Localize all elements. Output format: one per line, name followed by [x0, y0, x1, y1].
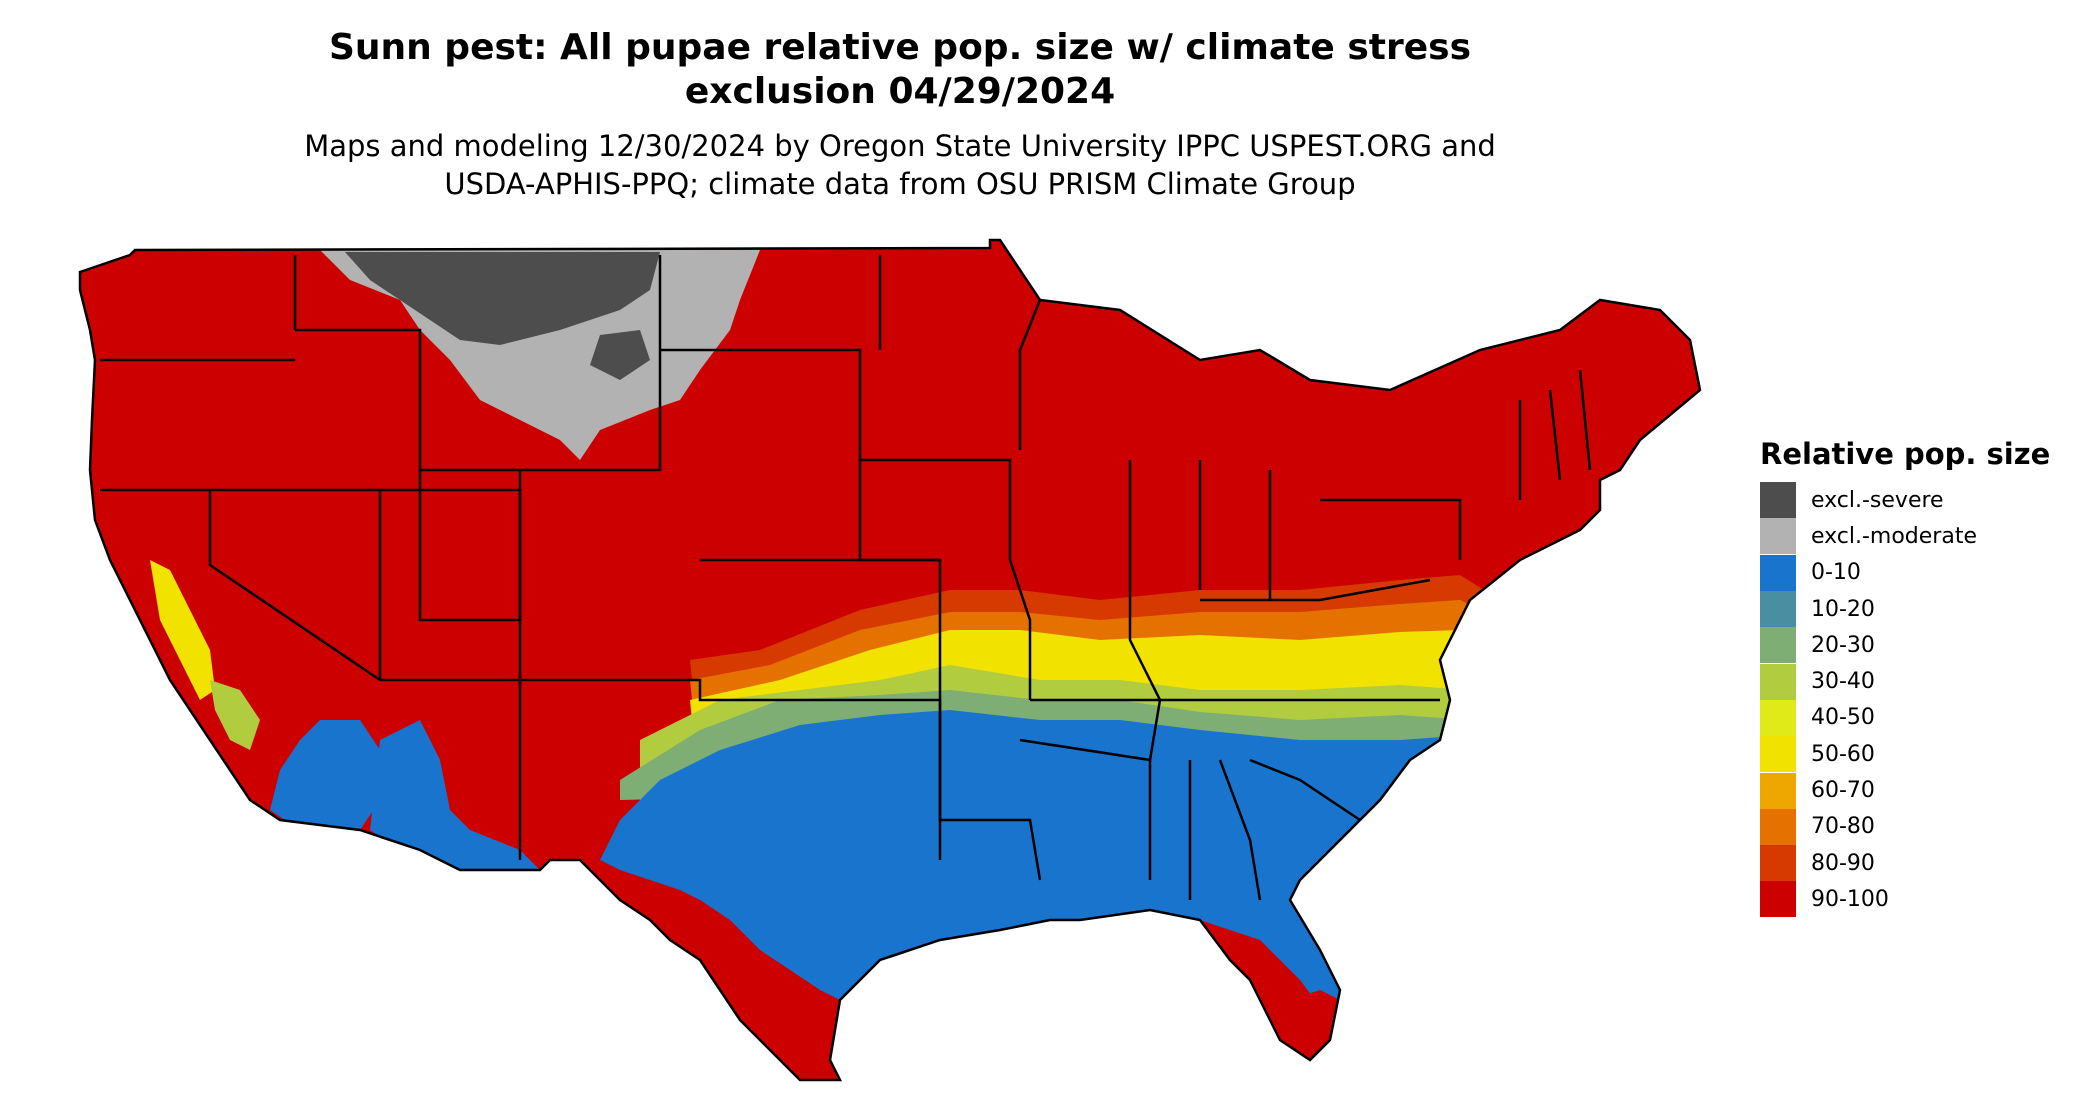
legend-item: 80-90 — [1760, 845, 2080, 882]
legend-title: Relative pop. size — [1760, 437, 2051, 471]
legend-item: 90-100 — [1760, 881, 2080, 918]
legend-item: 10-20 — [1760, 591, 2080, 628]
map-subtitle-line1: Maps and modeling 12/30/2024 by Oregon S… — [304, 129, 1496, 163]
legend-item: 50-60 — [1760, 736, 2080, 773]
map-title-line1: Sunn pest: All pupae relative pop. size … — [328, 27, 1472, 68]
legend-swatch — [1760, 881, 1796, 918]
legend-item: 30-40 — [1760, 663, 2080, 700]
legend-label: 90-100 — [1811, 886, 1889, 912]
legend-label: excl.-moderate — [1811, 523, 1977, 549]
zone-excl-severe — [345, 252, 660, 345]
zone-excl-severe-patch — [590, 330, 650, 380]
legend-label: 70-80 — [1811, 814, 1875, 840]
legend-swatch — [1760, 627, 1796, 664]
legend-label: 0-10 — [1811, 560, 1861, 586]
legend-label: 40-50 — [1811, 705, 1875, 731]
legend-item: 40-50 — [1760, 699, 2080, 736]
zone-ca-yellow — [150, 560, 215, 700]
legend-swatch — [1760, 736, 1796, 773]
legend-label: 10-20 — [1811, 596, 1875, 622]
legend-swatch — [1760, 808, 1796, 845]
zone-0-10 — [600, 710, 1500, 1020]
legend-item: 0-10 — [1760, 554, 2080, 591]
legend: Relative pop. size excl.-severe excl.-mod… — [1760, 436, 2080, 918]
legend-item: excl.-moderate — [1760, 518, 2080, 555]
zone-0-10-southwest — [370, 720, 540, 870]
legend-swatch — [1760, 482, 1796, 519]
legend-item: excl.-severe — [1760, 482, 2080, 519]
legend-item: 60-70 — [1760, 772, 2080, 809]
legend-swatch — [1760, 663, 1796, 700]
legend-item: 70-80 — [1760, 808, 2080, 845]
legend-label: excl.-severe — [1811, 487, 1944, 513]
legend-swatch — [1760, 772, 1796, 809]
legend-label: 30-40 — [1811, 669, 1875, 695]
legend-label: 80-90 — [1811, 850, 1875, 876]
zone-0-10-sw — [270, 720, 380, 830]
legend-swatch — [1760, 591, 1796, 628]
legend-label: 50-60 — [1811, 741, 1875, 767]
legend-items: excl.-severe excl.-moderate 0-10 10-20 20-30… — [1760, 482, 2080, 918]
legend-swatch — [1760, 845, 1796, 882]
legend-swatch — [1760, 554, 1796, 591]
us-map — [78, 238, 1702, 1082]
map-subtitle-line2: USDA-APHIS-PPQ; climate data from OSU PR… — [444, 167, 1356, 201]
zone-ca-green — [210, 680, 260, 750]
state-borders — [78, 238, 1702, 1082]
legend-label: 60-70 — [1811, 778, 1875, 804]
zone-south-tx-hot — [790, 990, 840, 1080]
legend-item: 20-30 — [1760, 627, 2080, 664]
legend-swatch — [1760, 699, 1796, 736]
map-title-line2: exclusion 04/29/2024 — [684, 71, 1116, 112]
legend-swatch — [1760, 518, 1796, 555]
legend-label: 20-30 — [1811, 632, 1875, 658]
